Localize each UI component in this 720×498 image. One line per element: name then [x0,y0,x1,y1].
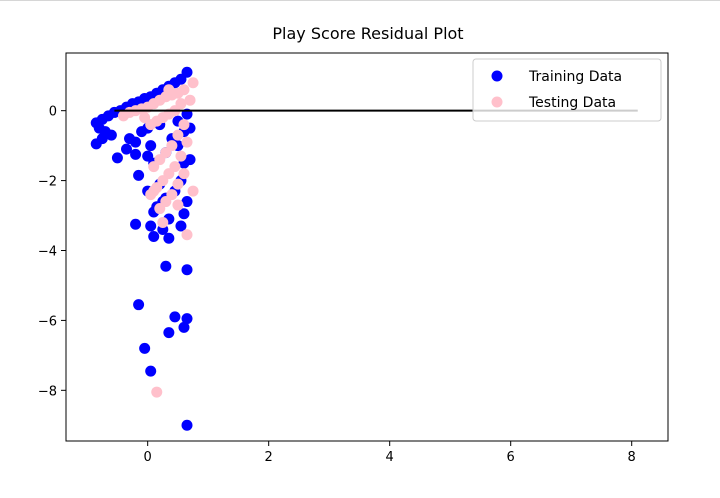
testing-point [187,185,199,197]
training-point [90,138,102,150]
testing-point [178,119,190,131]
y-tick-label: −8 [38,384,57,399]
y-tick-label: −6 [38,314,57,329]
training-point [163,327,175,339]
training-point [178,208,190,220]
testing-point [172,129,184,141]
legend-label-testing: Testing Data [528,95,616,111]
training-point [178,321,190,333]
x-tick-label: 0 [144,450,152,465]
training-point [139,342,151,354]
training-point [145,365,157,377]
testing-point [172,199,184,211]
x-tick-label: 4 [386,450,394,465]
training-point [181,313,193,325]
axes: 0 2 4 6 8 0 −2 −4 −6 −8 [38,52,669,465]
plot-area [90,66,638,431]
x-tick-label: 6 [507,450,515,465]
training-point [121,143,133,155]
testing-point [139,112,151,124]
legend-box [472,58,662,122]
training-point [111,152,123,164]
training-point [160,260,172,272]
testing-point [117,110,129,122]
legend: Training Data Testing Data [472,58,662,122]
testing-point [172,178,184,190]
testing-point [187,77,199,89]
top-border [0,0,720,1]
y-tick-label: −4 [38,244,57,259]
testing-point [181,229,193,241]
training-point [133,169,145,181]
y-tick-label: 0 [49,105,57,120]
training-point [148,231,160,243]
training-point [130,148,142,160]
x-tick-label: 2 [265,450,273,465]
chart-title: Play Score Residual Plot [272,24,463,43]
legend-marker-training [491,70,503,82]
testing-points [117,77,199,398]
training-point [145,220,157,232]
testing-point [151,386,163,398]
training-point [130,136,142,148]
testing-point [148,161,160,173]
plot-frame [65,52,669,442]
training-point [133,299,145,311]
training-point [130,218,142,230]
training-point [181,264,193,276]
training-point [163,232,175,244]
training-point [181,196,193,208]
training-point [105,129,117,141]
testing-point [148,185,160,197]
testing-point [181,136,193,148]
x-tick-label: 8 [628,450,636,465]
testing-point [175,150,187,162]
testing-point [163,84,175,96]
testing-point [157,217,169,229]
training-point [169,311,181,323]
training-point [184,154,196,166]
testing-point [154,203,166,215]
training-point [181,419,193,431]
testing-point [184,94,196,106]
legend-marker-testing [491,96,503,108]
training-point [175,220,187,232]
training-point [145,140,157,152]
y-tick-label: −2 [38,175,57,190]
legend-label-training: Training Data [528,69,622,85]
testing-point [178,168,190,180]
